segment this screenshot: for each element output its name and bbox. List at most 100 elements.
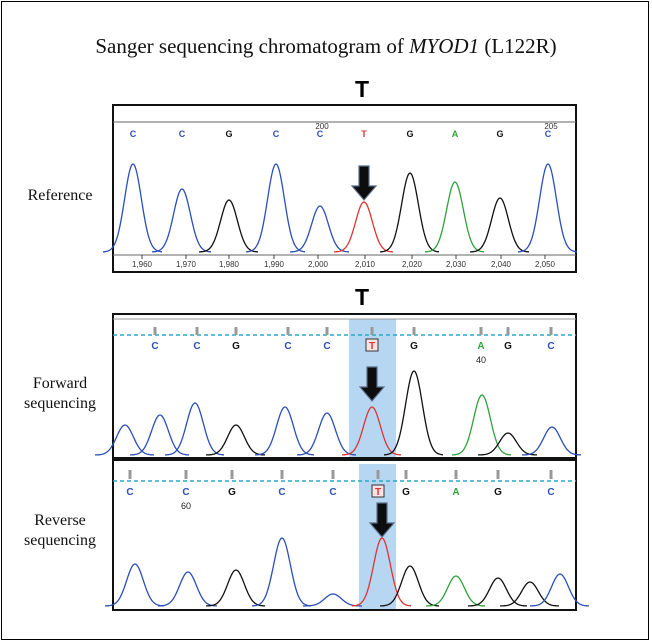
forward-base-4: C (284, 341, 291, 352)
reference-peak-5 (290, 205, 350, 253)
reverse-quality-bar-9 (496, 470, 500, 479)
reverse-quality-bar-3 (230, 470, 234, 479)
forward-quality-bar-3 (234, 327, 238, 335)
reference-base-9: G (496, 129, 503, 139)
forward-quality-bar-4 (286, 327, 290, 335)
forward-quality-bar-10 (549, 327, 553, 335)
reverse-base-6: T (375, 487, 381, 498)
reference-peak-7 (379, 172, 440, 253)
forward-base-8: A (477, 341, 484, 352)
forward-base-9: G (504, 341, 512, 352)
reference-arrow-icon (350, 165, 378, 201)
reference-tick-label-7: 2,020 (402, 260, 423, 269)
reference-peak-6 (334, 201, 394, 253)
reference-panel-border (112, 104, 577, 273)
reverse-arrow-icon (368, 502, 396, 538)
mutation-arrows (350, 165, 396, 538)
reference-peak-8 (424, 181, 485, 253)
forward-quality-bar-1 (153, 327, 157, 335)
reference-position-205: 205 (544, 122, 558, 131)
reverse-quality-bar-2 (184, 470, 188, 479)
reference-peak-2 (151, 188, 211, 253)
reverse-base-calls: C C G C C T G A G C 60 (126, 470, 555, 511)
reference-peak-1 (102, 163, 163, 253)
reference-tick-label-1: 1,960 (132, 260, 153, 269)
reverse-quality-bar-7 (404, 470, 408, 479)
forward-base-6: T (369, 341, 375, 352)
reverse-peak-5 (303, 593, 362, 607)
figure-title: Sanger sequencing chromatogram of MYOD1 … (95, 34, 557, 58)
forward-quality-bar-9 (506, 327, 510, 335)
reverse-quality-bar-8 (454, 470, 458, 479)
reverse-panel-border (112, 459, 577, 611)
reference-base-8: A (452, 129, 459, 139)
reference-tick-label-8: 2,030 (446, 260, 467, 269)
forward-panel-border (112, 313, 577, 459)
reverse-peak-2 (158, 571, 217, 607)
forward-peak-2 (130, 414, 189, 456)
reverse-peak-9 (467, 577, 527, 607)
reference-base-1: C (130, 129, 137, 139)
reference-highlight-base: T (355, 76, 370, 102)
reference-base-6: T (361, 129, 367, 139)
reference-tick-label-3: 1,980 (219, 260, 240, 269)
reference-base-7: G (406, 129, 413, 139)
reference-base-3: G (225, 129, 232, 139)
reverse-quality-bar-10 (549, 470, 553, 479)
reference-position-labels: 200 205 (315, 122, 558, 131)
reverse-base-2: C (182, 487, 189, 498)
reverse-quality-bar-6 (376, 470, 380, 479)
forward-peak-5 (255, 406, 315, 456)
forward-base-7: G (410, 341, 418, 352)
reference-tick-label-2: 1,970 (176, 260, 197, 269)
reference-tick-label-5: 2,000 (308, 260, 329, 269)
forward-highlight-base: T (355, 284, 370, 310)
reverse-base-5: C (329, 487, 336, 498)
forward-mutant-base-box (365, 338, 379, 352)
reference-peak-10 (517, 163, 578, 253)
forward-base-5: C (323, 341, 330, 352)
forward-peak-4 (205, 424, 265, 456)
reverse-base-1: C (126, 487, 133, 498)
reference-peak-4 (245, 163, 306, 253)
forward-base-1: C (151, 341, 158, 352)
reverse-label: Reverse sequencing (24, 512, 96, 549)
reverse-quality-bar-1 (128, 470, 132, 479)
reverse-panel: C C G C C T G A G C 60 (105, 459, 589, 611)
reverse-base-4: C (278, 487, 285, 498)
forward-peak-10 (477, 432, 537, 456)
reference-tick-label-10: 2,050 (535, 260, 556, 269)
forward-index-label: 40 (476, 355, 486, 365)
reference-axis-ticks: 1,960 1,970 1,980 1,990 2,000 2,010 2,020 2,030… (132, 255, 556, 269)
forward-peak-11 (521, 426, 581, 456)
forward-label: Forward sequencing (24, 375, 96, 412)
reverse-peak-3 (206, 569, 265, 607)
reference-base-10: C (545, 129, 552, 139)
forward-quality-bar-2 (195, 327, 199, 335)
reference-panel: C C G C C T G A G C 200 205 1,960 1,970 1,980 1,990 2,… (102, 104, 578, 273)
forward-base-10: C (547, 341, 554, 352)
reverse-base-8: A (452, 487, 459, 498)
forward-quality-bar-8 (479, 327, 483, 335)
forward-quality-bar-7 (412, 327, 416, 335)
reverse-base-3: G (228, 487, 236, 498)
reverse-peak-7 (380, 565, 439, 607)
reference-peak-3 (199, 199, 259, 253)
reference-tick-label-6: 2,010 (355, 260, 376, 269)
reverse-peak-4 (251, 537, 312, 607)
forward-peak-8 (383, 370, 444, 456)
forward-trace-peaks (94, 370, 581, 456)
reverse-peak-11 (530, 573, 589, 607)
reference-base-4: C (273, 129, 280, 139)
reverse-base-9: G (494, 487, 502, 498)
forward-base-2: C (193, 341, 200, 352)
reverse-mutant-base-box (371, 484, 385, 498)
reference-base-2: C (179, 129, 186, 139)
forward-base-calls: C C G C C T G A G C 40 (151, 327, 555, 365)
reverse-peak-6 (351, 537, 412, 607)
forward-quality-bar-5 (325, 327, 329, 335)
forward-peak-3 (165, 402, 225, 456)
forward-base-3: G (232, 341, 240, 352)
